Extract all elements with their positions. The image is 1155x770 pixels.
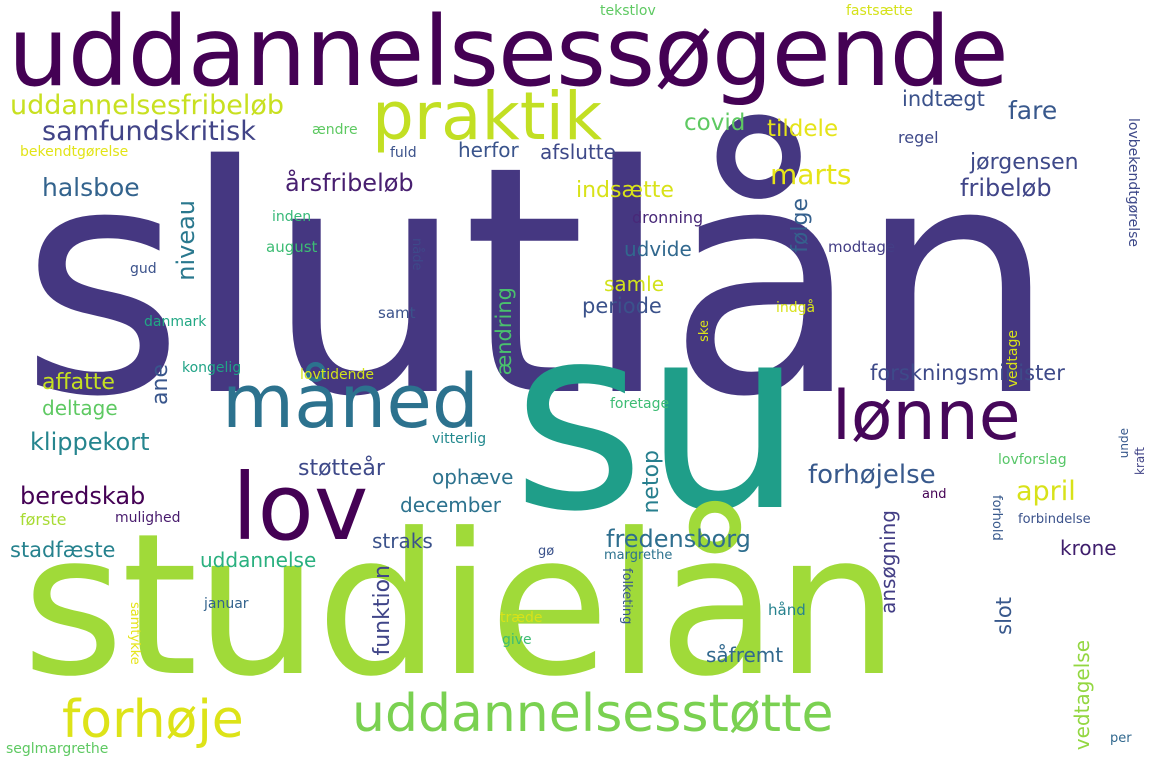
word-forhojelse: forhøjelse (808, 460, 936, 490)
word-traede: træde (500, 610, 543, 626)
word-tekstlov: tekstlov (600, 3, 656, 19)
word-kongelig: kongelig (182, 360, 242, 376)
word-su: su (512, 271, 804, 568)
word-stotteaar: støtteår (298, 456, 385, 481)
word-netop: netop (639, 450, 664, 514)
word-marts: marts (770, 158, 852, 191)
word-jorgensen: jørgensen (970, 150, 1079, 175)
word-regel: regel (898, 128, 939, 147)
word-per: per (1110, 731, 1132, 746)
word-tildele: tildele (767, 116, 839, 142)
word-inden: inden (272, 209, 312, 225)
word-uddannelsessogende: uddannelsessøgende (8, 0, 1009, 108)
word-and: and (922, 487, 947, 502)
word-uddannelse: uddannelse (200, 548, 317, 572)
word-beredskab: beredskab (20, 482, 146, 510)
word-lonne: lønne (832, 377, 1021, 456)
word-vitterlig: vitterlig (432, 431, 487, 447)
word-forste: første (20, 510, 67, 529)
word-seglmargrethe: seglmargrethe (6, 741, 109, 757)
word-periode: periode (582, 294, 662, 318)
word-uddannelsesfribelob: uddannelsesfribeløb (10, 90, 285, 121)
word-give: give (502, 632, 532, 648)
word-vedtagelse: vedtagelse (1070, 640, 1094, 751)
word-ske: ske (697, 320, 712, 342)
word-vedtage: vedtage (1005, 330, 1021, 388)
word-lov: lov (232, 454, 369, 561)
word-go: gø (538, 544, 555, 559)
word-udvide: udvide (624, 237, 692, 261)
word-gud: gud (130, 261, 157, 277)
word-samtykke: samtykke (127, 602, 142, 665)
word-haand: hånd (768, 601, 806, 619)
word-fuld: fuld (390, 145, 417, 161)
word-forbindelse: forbindelse (1018, 512, 1091, 527)
word-unde: unde (1117, 428, 1131, 459)
word-mulighed: mulighed (115, 510, 181, 526)
word-fare: fare (1008, 96, 1058, 125)
word-samfundskritisk: samfundskritisk (42, 116, 256, 147)
word-arsfribelob: årsfribeløb (285, 169, 414, 197)
word-bekendtgorelse: bekendtgørelse (20, 144, 129, 160)
word-foretage: foretage (610, 396, 670, 412)
word-samt: samt (378, 304, 416, 322)
word-folketing: folketing (619, 568, 634, 625)
word-forhoje: forhøje (62, 690, 244, 750)
word-indsaette: indsætte (576, 178, 674, 203)
word-aendring: ændring (492, 287, 516, 376)
word-slutlan: slutlån (20, 100, 1057, 466)
word-funktion: funktion (370, 565, 395, 656)
word-lovforslag: lovforslag (998, 452, 1067, 468)
word-klippekort: klippekort (30, 428, 150, 456)
word-ansogning: ansøgning (876, 510, 900, 614)
word-lovbekendtgorelse: lovbekendtgørelse (1125, 118, 1141, 248)
word-affatte: affatte (42, 370, 115, 395)
word-maned: måned (222, 359, 479, 445)
word-danmark: danmark (144, 314, 207, 330)
word-modtage: modtage (828, 238, 896, 256)
word-studielan: studielån (22, 492, 899, 720)
word-margrethe: margrethe (604, 548, 673, 563)
word-slot: slot (992, 597, 1016, 635)
word-april: april (1016, 476, 1076, 507)
word-folge: følge (788, 198, 813, 253)
word-forhold: forhold (989, 495, 1004, 541)
word-deltage: deltage (42, 396, 118, 420)
word-lovtidende: lovtidende (300, 367, 374, 383)
word-aendre: ændre (312, 122, 358, 138)
word-ane: ane (148, 364, 173, 405)
word-forskningsminister: forskningsminister (870, 361, 1065, 385)
word-krone: krone (1060, 536, 1117, 560)
word-stadfaeste: stadfæste (10, 538, 116, 562)
word-fredensborg: fredensborg (606, 525, 751, 553)
word-indga: indgå (776, 300, 816, 316)
word-praktik: praktik (372, 78, 603, 155)
word-afslutte: afslutte (540, 140, 616, 164)
word-samle: samle (604, 272, 665, 296)
word-januar: januar (204, 596, 249, 612)
word-kraft: kraft (1133, 447, 1147, 475)
word-nade: nåde (409, 238, 424, 271)
word-indtaegt: indtægt (902, 87, 985, 111)
word-fribelob: fribeløb (960, 174, 1052, 202)
word-august: august (266, 238, 318, 256)
word-safremt: såfremt (706, 643, 784, 667)
word-ophaeve: ophæve (432, 465, 514, 489)
word-december: december (400, 493, 502, 517)
word-halsboe: halsboe (42, 173, 140, 202)
word-dronning: dronning (632, 208, 704, 227)
word-uddannelsesstotte: uddannelsesstøtte (352, 684, 834, 744)
word-fastsaette: fastsætte (846, 3, 913, 19)
word-niveau: niveau (172, 200, 200, 281)
word-covid: covid (684, 110, 746, 136)
word-herfor: herfor (458, 138, 519, 162)
word-straks: straks (372, 529, 433, 553)
